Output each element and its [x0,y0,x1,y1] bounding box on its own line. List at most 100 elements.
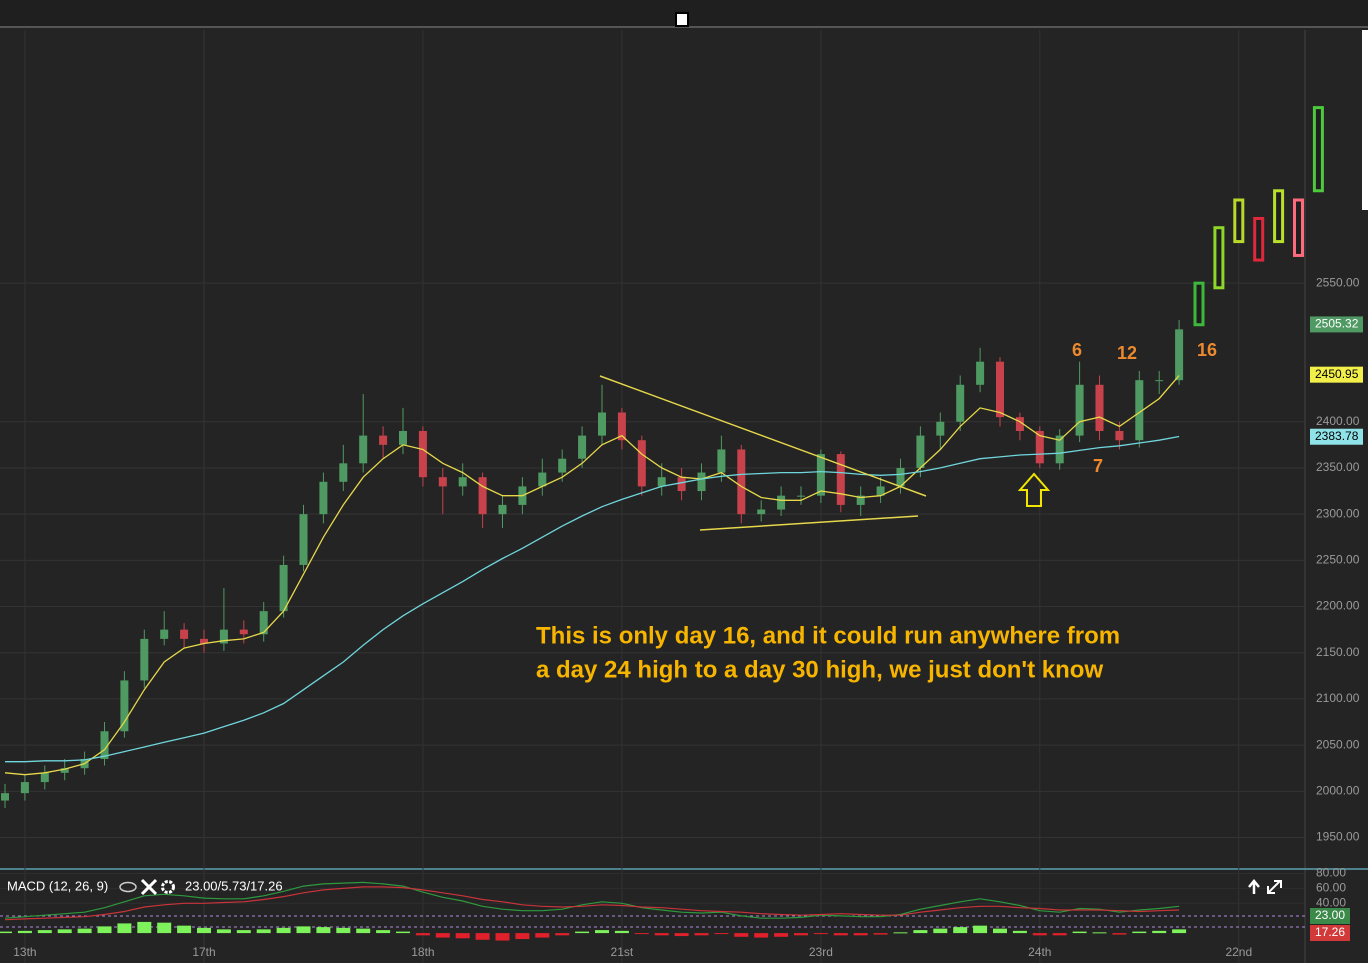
macd-bar [813,933,828,935]
y-tick-label: 2400.00 [1316,414,1360,428]
macd-bar [57,929,72,934]
candle-body [120,680,129,732]
candle-body [299,514,308,565]
macd-bar [973,925,988,934]
projection-bar [1293,198,1304,257]
candle-body [180,629,189,639]
candle-body [757,509,766,515]
macd-bar [853,933,868,936]
x-tick-label: 21st [611,945,634,959]
candle-body [60,768,69,773]
macd-bar [595,930,609,934]
candle-body [219,629,228,644]
macd-bar [953,927,968,934]
macd-bar [694,933,709,936]
macd-bar [734,933,749,937]
x-tick-label: 23rd [809,945,833,959]
macd-bar [216,929,231,934]
candle-body [359,435,368,464]
candle-body [20,782,29,794]
macd-value-label: 17.26 [1315,925,1345,939]
move-up-icon[interactable] [1248,879,1260,894]
macd-line [4,886,1180,921]
note-text: a day 24 high to a day 30 high, we just … [536,656,1103,683]
candle-body [399,430,407,445]
macd-tick-label: 60.00 [1316,881,1346,895]
resize-handle[interactable] [675,12,689,27]
macd-bar [316,927,331,934]
y-tick-label: 2100.00 [1316,691,1360,705]
macd-bar [157,922,172,934]
macd-bar [37,930,52,934]
macd-bar [754,933,769,938]
candle-body [1115,430,1124,441]
candle-body [976,361,985,385]
projection-bar [1253,216,1265,262]
day-count-label: 6 [1072,340,1082,360]
candle-body [100,731,109,759]
macd-bar [197,927,211,934]
macd-tick-label: 80.00 [1316,866,1346,880]
candle-body [836,454,845,505]
macd-bar [893,932,908,934]
candle-body [438,477,447,487]
macd-bar [17,930,32,934]
candle-body [697,472,706,492]
candle-body [1015,417,1024,431]
candle-body [1175,329,1184,381]
macd-bar [1092,932,1107,934]
y-tick-label: 2350.00 [1316,460,1360,474]
candle-body [160,629,169,639]
candle-body [538,472,547,487]
macd-bar [634,933,649,935]
candle-body [200,638,208,644]
candle-body [259,611,268,635]
price-label: 2505.32 [1315,317,1359,331]
macd-bar [873,933,888,935]
price-label: 2383.78 [1315,429,1359,443]
close-icon[interactable] [140,878,158,896]
eye-icon[interactable] [119,881,137,893]
macd-bar [475,933,490,940]
price-label: 2450.95 [1315,367,1359,381]
marks [0,106,1324,941]
macd-line [4,881,1180,919]
candle-body [598,412,606,436]
candle-body [797,495,805,497]
candle-body [558,458,567,473]
macd-icons[interactable] [119,878,175,896]
macd-tick-label: 40.00 [1316,895,1346,909]
macd-bar [296,926,311,934]
candle-body [856,495,865,505]
y-tick-label: 2550.00 [1316,275,1360,289]
x-tick-label: 13th [13,945,36,959]
candle-body [637,440,646,487]
trend-line [599,375,927,497]
candle-body [896,467,905,487]
moving-average [4,375,1180,776]
candle-body [1155,380,1164,382]
macd-bar [913,930,928,934]
candle-body [140,638,149,681]
candle-body [737,449,746,515]
price-label-box [1310,316,1363,333]
gear-icon[interactable] [161,880,175,894]
candle-body [1,793,9,801]
macd-bar [256,929,271,934]
candle-body [1095,384,1104,431]
macd-bar [117,923,132,934]
macd-bar [654,933,669,936]
macd-bar [794,933,808,936]
expand-icon[interactable] [1267,880,1282,894]
macd-bar [1172,929,1187,934]
candle-body [657,477,666,487]
candle-body [617,412,626,441]
macd-bar [435,933,450,938]
macd-bar [833,933,848,936]
x-tick-label: 24th [1028,945,1051,959]
macd-bar [77,928,92,934]
candle-body [418,430,427,478]
macd-bar [177,925,192,934]
